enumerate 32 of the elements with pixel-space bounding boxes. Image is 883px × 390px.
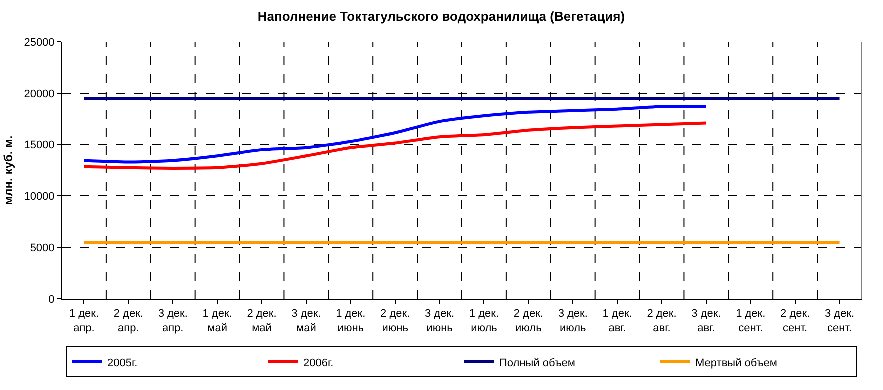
x-tick-label: 3 дек. сент.: [824, 308, 855, 334]
x-tick-label: 3 дек. июнь: [424, 308, 455, 334]
y-tick-label: 0: [48, 294, 55, 306]
x-tick-label: 2 дек. май: [247, 308, 277, 334]
legend-label: 2005г.: [108, 357, 138, 370]
x-tick-label: 1 дек. сент.: [736, 308, 766, 334]
y-tick-label: 25000: [24, 36, 55, 49]
line-series: [82, 122, 708, 170]
x-tick-label: 2 дек. авг.: [647, 308, 677, 334]
y-tick-label: 15000: [24, 140, 55, 152]
x-tick-label: 2 дек. июль: [514, 308, 544, 334]
legend-label: 2006г.: [304, 357, 334, 370]
legend-label: Полный объем: [500, 357, 576, 370]
y-axis-title: млн. куб. м.: [2, 136, 16, 206]
x-tick-label: 2 дек. апр.: [114, 308, 144, 334]
x-tick-label: 2 дек. июнь: [380, 308, 410, 334]
x-tick-label: 1 дек. авг.: [602, 308, 632, 334]
x-tick-label: 1 дек. апр.: [69, 308, 100, 334]
chart-title: Наполнение Токтагульского водохранилища (Вегетация): [258, 8, 626, 24]
y-tick-label: 10000: [24, 191, 55, 204]
x-tick-label: 3 дек. май: [292, 308, 322, 334]
y-tick-label: 5000: [30, 242, 55, 254]
line-series: [82, 105, 708, 164]
legend-label: Мертвый объем: [696, 357, 778, 370]
x-tick-label: 1 дек. июнь: [336, 308, 366, 334]
x-tick-label: 3 дек. июль: [558, 308, 588, 334]
x-tick-label: 3 дек. апр.: [158, 308, 188, 334]
x-tick-label: 2 дек. сент.: [780, 308, 810, 334]
x-tick-label: 1 дек. май: [202, 308, 232, 334]
y-tick-label: 20000: [24, 88, 55, 100]
x-tick-label: 3 дек. авг.: [692, 308, 722, 334]
x-tick-label: 1 дек. июль: [469, 308, 500, 334]
